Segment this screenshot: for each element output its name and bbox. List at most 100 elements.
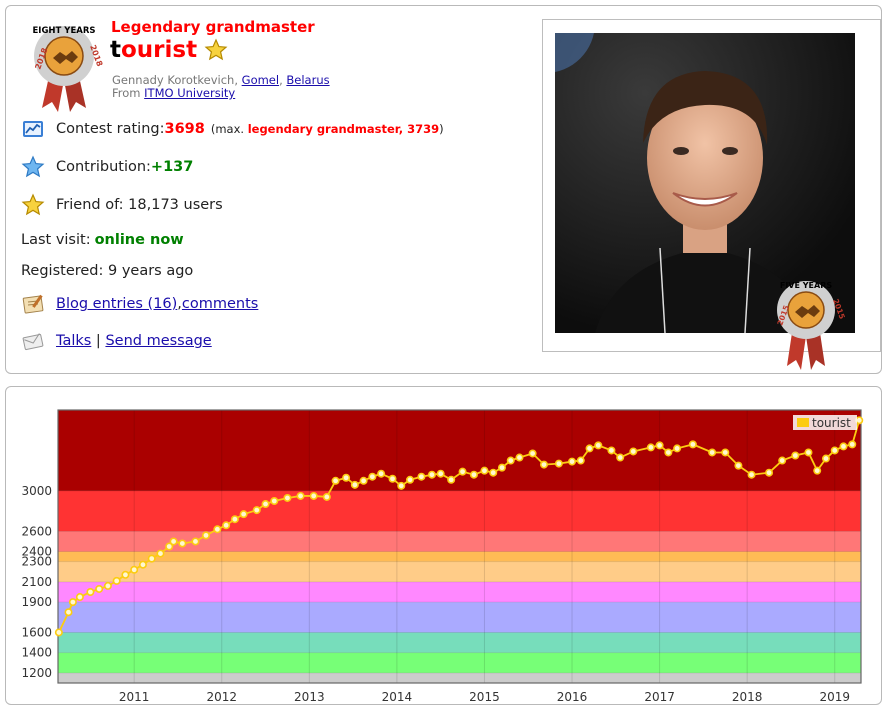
star-icon[interactable]: [204, 38, 228, 62]
data-point-52: [568, 457, 577, 466]
send-message-link[interactable]: Send message: [105, 333, 212, 349]
data-point-8: [121, 570, 130, 579]
organization-link[interactable]: ITMO University: [144, 86, 236, 100]
data-point-35: [388, 474, 397, 483]
rating-chart-icon: [23, 121, 43, 137]
rating-band-2: [58, 632, 861, 653]
data-point-32: [359, 476, 368, 485]
rating-chart[interactable]: 2011 2012 2013 2014 2015 2016 2017 2018 2019 1200…: [6, 387, 881, 704]
data-point-60: [655, 441, 664, 450]
x-tick-label-2011: 2011: [119, 690, 150, 704]
data-point-20: [230, 515, 239, 524]
contest-rating-label: Contest rating:: [56, 121, 165, 137]
friends-text: Friend of: 18,173 users: [56, 197, 223, 213]
city-link[interactable]: Gomel: [241, 73, 280, 87]
y-tick-label-2400: 2400: [21, 545, 52, 559]
data-point-17: [201, 531, 210, 540]
data-point-71: [804, 448, 813, 457]
data-point-57: [616, 453, 625, 462]
x-tick-label-2019: 2019: [819, 690, 850, 704]
data-point-40: [436, 469, 445, 478]
data-point-39: [427, 470, 436, 479]
five-years-badge-icon: FIVE YEARS 2015 2015: [775, 281, 845, 370]
country-link[interactable]: Belarus: [286, 73, 330, 87]
rating-band-4: [58, 581, 861, 603]
rating-band-8: [58, 490, 861, 532]
talks-link[interactable]: Talks: [56, 333, 92, 349]
data-point-3: [75, 593, 84, 602]
data-point-7: [112, 576, 121, 585]
blog-entries-link[interactable]: Blog entries (16): [56, 296, 178, 312]
data-point-63: [688, 440, 697, 449]
data-point-13: [165, 542, 174, 551]
data-point-18: [213, 525, 222, 534]
data-point-58: [629, 447, 638, 456]
data-point-15: [178, 539, 187, 548]
data-point-56: [607, 446, 616, 455]
rating-band-6: [58, 551, 861, 562]
data-point-61: [664, 448, 673, 457]
data-point-0: [54, 628, 63, 637]
data-point-38: [417, 472, 426, 481]
eight-years-badge-icon: EIGHT YEARS 2018 2018: [32, 26, 104, 112]
talks-separator: |: [91, 333, 106, 349]
legend-swatch-tourist: [797, 418, 809, 427]
comments-link[interactable]: comments: [181, 296, 259, 312]
max-rating-value: 3739: [407, 122, 440, 136]
data-point-29: [331, 476, 340, 485]
contribution-label: Contribution:: [56, 159, 151, 175]
yellow-star-icon: [21, 193, 45, 216]
max-rating: (max. legendary grandmaster, 3739): [211, 122, 444, 136]
person-line: Gennady Korotkevich, Gomel, Belarus: [112, 73, 330, 87]
data-point-24: [270, 497, 279, 506]
handle-rest: ourist: [121, 37, 198, 63]
registered-text: Registered: 9 years ago: [21, 263, 194, 279]
y-tick-label-2600: 2600: [21, 524, 52, 538]
last-visit-value: online now: [94, 232, 184, 248]
data-point-59: [646, 443, 655, 452]
envelope-icon: [22, 333, 44, 351]
x-tick-label-2013: 2013: [294, 690, 325, 704]
data-point-41: [447, 475, 456, 484]
data-point-67: [747, 470, 756, 479]
data-point-21: [239, 510, 248, 519]
data-point-45: [489, 468, 498, 477]
data-point-5: [95, 584, 104, 593]
data-point-75: [839, 442, 848, 451]
data-point-2: [68, 598, 77, 607]
x-tick-label-2018: 2018: [732, 690, 763, 704]
data-point-10: [138, 560, 147, 569]
data-point-77: [855, 416, 864, 425]
legend-label-tourist: tourist: [812, 416, 851, 430]
data-point-44: [480, 466, 489, 475]
x-tick-label-2015: 2015: [469, 690, 500, 704]
rank-title: Legendary grandmaster: [111, 18, 315, 36]
svg-text:FIVE YEARS: FIVE YEARS: [780, 281, 832, 290]
max-rank: legendary grandmaster: [247, 122, 399, 136]
data-point-54: [585, 444, 594, 453]
rating-band-0: [58, 672, 861, 683]
data-point-22: [252, 506, 261, 515]
data-point-53: [576, 456, 585, 465]
data-point-76: [848, 440, 857, 449]
data-point-51: [554, 459, 563, 468]
plot-border: [57, 409, 862, 684]
contest-rating-row: Contest rating: 3698 (max. legendary gra…: [21, 117, 444, 141]
from-label: From: [112, 86, 145, 100]
data-point-25: [283, 493, 292, 502]
data-point-72: [813, 466, 822, 475]
registered-row: Registered: 9 years ago: [21, 263, 193, 279]
y-tick-label-3000: 3000: [21, 484, 52, 498]
data-point-62: [673, 444, 682, 453]
talks-row: Talks | Send message: [21, 329, 212, 353]
data-point-65: [721, 448, 730, 457]
rating-chart-card: 2011 2012 2013 2014 2015 2016 2017 2018 2019 1200…: [5, 386, 882, 705]
data-point-46: [497, 463, 506, 472]
data-point-9: [130, 565, 139, 574]
y-tick-label-1900: 1900: [21, 595, 52, 609]
user-handle[interactable]: t ourist: [110, 37, 228, 63]
data-point-26: [296, 491, 305, 500]
data-point-1: [64, 608, 73, 617]
data-point-16: [191, 537, 200, 546]
rating-band-5: [58, 561, 861, 582]
